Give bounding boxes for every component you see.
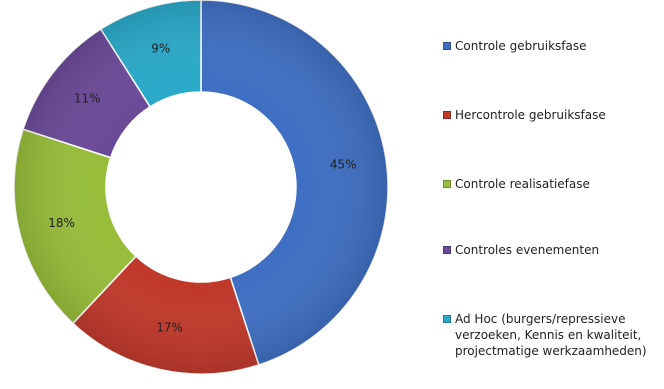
legend-item-5: Ad Hoc (burgers/repressieve verzoeken, K… <box>443 311 647 359</box>
legend-swatch-5 <box>443 315 451 323</box>
legend-swatch-4 <box>443 246 451 254</box>
legend-item-4: Controles evenementen <box>443 242 599 258</box>
chart-legend: Controle gebruiksfase Hercontrole gebruik… <box>443 0 664 389</box>
donut-chart: 45% 17% 18% 11% 9% <box>13 0 389 375</box>
slice-data-label-2: 17% <box>156 321 183 335</box>
slice-data-label-4: 11% <box>74 92 101 106</box>
legend-swatch-2 <box>443 111 451 119</box>
legend-label-1: Controle gebruiksfase <box>455 39 587 53</box>
legend-swatch-1 <box>443 42 451 50</box>
legend-item-1: Controle gebruiksfase <box>443 38 586 54</box>
legend-label-4: Controles evenementen <box>455 243 600 257</box>
slice-data-label-1: 45% <box>330 157 357 171</box>
legend-swatch-3 <box>443 180 451 188</box>
legend-item-2: Hercontrole gebruiksfase <box>443 107 606 123</box>
slice-data-label-5: 9% <box>151 42 170 56</box>
slice-data-label-3: 18% <box>48 216 75 230</box>
legend-item-3: Controle realisatiefase <box>443 176 590 192</box>
legend-label-3: Controle realisatiefase <box>455 177 590 191</box>
legend-label-5: Ad Hoc (burgers/repressieve verzoeken, K… <box>455 312 647 358</box>
legend-label-2: Hercontrole gebruiksfase <box>455 108 606 122</box>
